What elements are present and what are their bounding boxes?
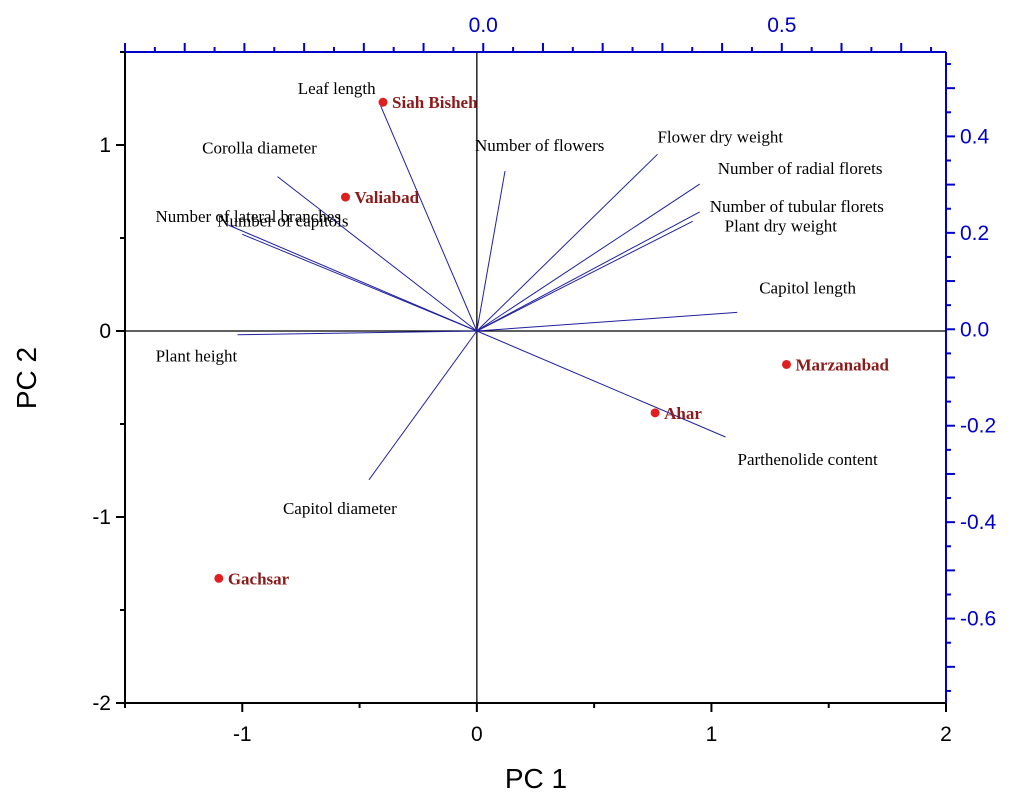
- chart-labels: Leaf length Corolla diameter Number of lat…: [155, 79, 889, 588]
- vector-label: Flower dry weight: [657, 127, 783, 146]
- score-point: [650, 408, 660, 418]
- loading-vector: [476, 170, 506, 332]
- vector-label: Number of lateral branches: [155, 207, 341, 226]
- point-label: Marzanabad: [795, 355, 889, 374]
- vector-label: Leaf length: [298, 79, 376, 98]
- score-point: [781, 359, 791, 369]
- loading-vector: [476, 220, 693, 332]
- loading-vector: [277, 176, 478, 332]
- score-point: [214, 573, 224, 583]
- vector-label: Number of radial florets: [718, 159, 883, 178]
- loading-vector: [368, 330, 478, 481]
- vector-label: Number of capitols: [217, 211, 348, 230]
- score-points: [214, 97, 791, 583]
- right-tick-label: 0.2: [960, 222, 989, 245]
- right-tick-label: 0.4: [960, 125, 990, 148]
- vector-label: Plant height: [156, 347, 238, 366]
- loading-vector: [476, 211, 700, 332]
- loading-vectors: [228, 105, 738, 481]
- top-tick-label: 0.0: [469, 14, 498, 37]
- axis-ticks: -1 0 1 2 -2 -1 0 1 0.0 0.5 -0.6 -0.4 -0.2 0.0 0.2 0.4: [92, 14, 996, 746]
- loading-vector: [476, 153, 658, 332]
- vector-label: Plant dry weight: [725, 216, 838, 235]
- y-axis-label: PC 2: [11, 347, 42, 409]
- y-tick-label: -2: [92, 692, 111, 715]
- vector-label: Parthenolide content: [738, 450, 878, 469]
- vector-label: Capitol diameter: [283, 499, 397, 518]
- loading-vector: [380, 105, 478, 332]
- point-label: Valiabad: [354, 188, 419, 207]
- right-tick-label: -0.6: [960, 608, 996, 631]
- right-tick-label: -0.4: [960, 511, 997, 534]
- loading-vector: [237, 330, 477, 336]
- loading-vector: [476, 330, 726, 438]
- right-tick-label: 0.0: [960, 318, 989, 341]
- loading-vector: [242, 233, 478, 332]
- x-tick-label: 0: [471, 723, 483, 746]
- vector-label: Capitol length: [759, 278, 856, 297]
- vector-label: Number of tubular florets: [710, 197, 884, 216]
- y-tick-label: 1: [99, 134, 111, 157]
- point-label: Gachsar: [228, 569, 290, 588]
- vector-label: Corolla diameter: [202, 139, 317, 158]
- y-tick-label: 0: [99, 320, 111, 343]
- loading-vector: [228, 224, 478, 332]
- y-tick-label: -1: [92, 506, 111, 529]
- x-tick-label: 1: [706, 723, 718, 746]
- x-tick-label: 2: [940, 723, 952, 746]
- score-point: [340, 192, 350, 202]
- vector-label: Number of flowers: [475, 136, 604, 155]
- x-tick-label: -1: [233, 723, 252, 746]
- x-axis-label: PC 1: [505, 763, 567, 794]
- point-label: Ahar: [664, 404, 702, 423]
- top-tick-label: 0.5: [767, 14, 796, 37]
- right-tick-label: -0.2: [960, 415, 996, 438]
- loading-vector: [476, 311, 738, 332]
- loading-vector: [476, 183, 700, 332]
- point-label: Siah Bisheh: [392, 93, 478, 112]
- score-point: [378, 97, 388, 107]
